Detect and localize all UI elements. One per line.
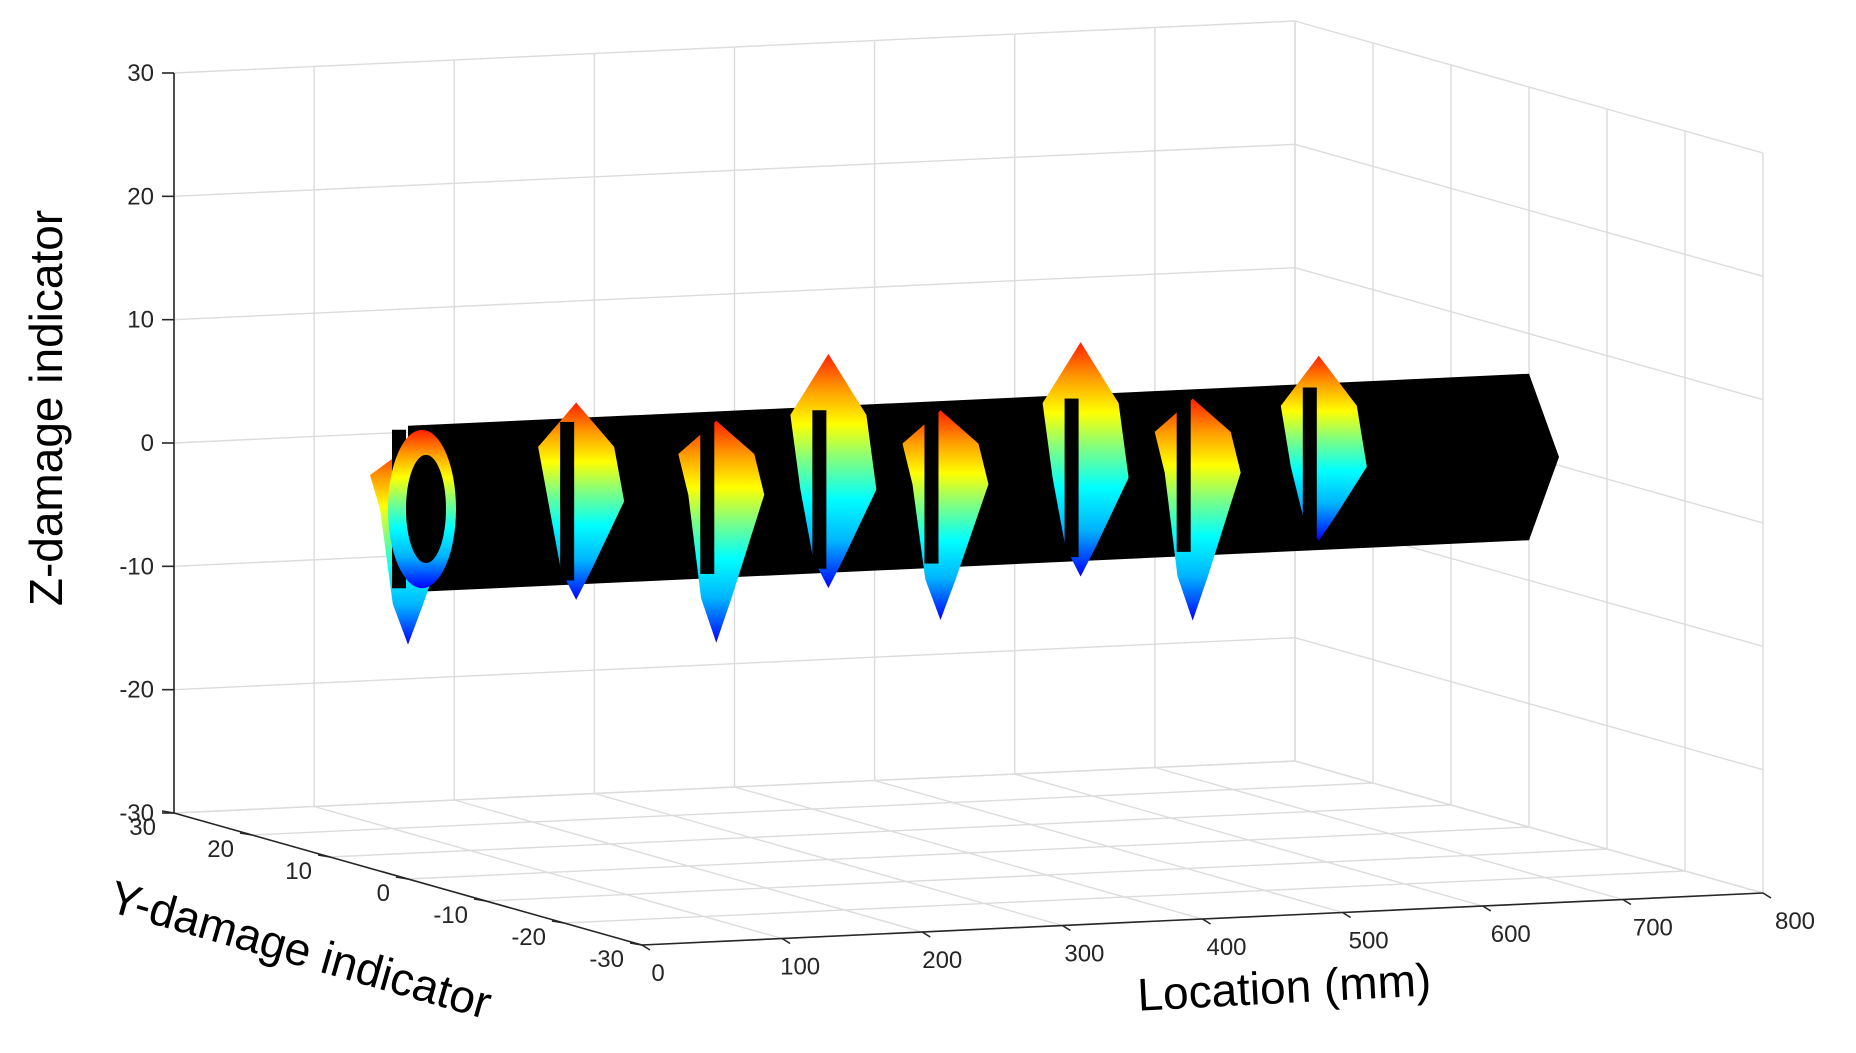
x-tick-label: 800 xyxy=(1775,908,1815,935)
tube-band xyxy=(812,410,827,569)
x-tick xyxy=(1061,924,1071,932)
y-tick-label: -30 xyxy=(589,946,624,973)
x-tick xyxy=(1202,918,1211,925)
x-tick xyxy=(1762,892,1772,899)
damage-marker xyxy=(538,402,625,600)
y-tick xyxy=(473,898,487,902)
y-tick-label: -20 xyxy=(511,924,546,951)
y-tick-label: 20 xyxy=(207,836,234,863)
x-tick-label: 600 xyxy=(1491,921,1531,948)
z-axis-label: Z-damage indicator xyxy=(20,210,72,606)
x-tick xyxy=(921,931,931,938)
y-tick xyxy=(161,810,175,814)
y-tick xyxy=(395,876,409,880)
damage-marker xyxy=(902,405,989,620)
y-tick-label: 30 xyxy=(129,814,156,841)
grid-line xyxy=(563,870,1686,924)
grid-line xyxy=(329,804,1452,858)
grid-line xyxy=(1294,266,1764,401)
z-tick-label: -30 xyxy=(119,800,154,827)
damage-marker-ring xyxy=(678,420,765,643)
damage-marker-ring xyxy=(790,353,877,589)
y-tick xyxy=(239,832,253,836)
x-tick-label: 0 xyxy=(651,960,664,987)
z-tick-label: 10 xyxy=(127,307,154,334)
grid-line xyxy=(173,143,1296,198)
grid-line xyxy=(173,760,1296,814)
y-tick-label: 10 xyxy=(285,858,312,885)
damage-marker-ring xyxy=(902,410,989,620)
y-tick xyxy=(551,920,565,924)
x-tick xyxy=(1482,905,1492,912)
tube-band xyxy=(700,415,715,574)
damage-marker xyxy=(790,353,877,589)
x-tick xyxy=(781,937,791,945)
damage-marker xyxy=(1154,393,1241,621)
axis-labels: Z-damage indicator Y-damage indicator Lo… xyxy=(20,210,1432,1029)
tube-band xyxy=(1064,398,1079,558)
x-tick-label: 700 xyxy=(1633,915,1673,942)
x-tick-label: 400 xyxy=(1206,934,1246,961)
x-tick-label: 500 xyxy=(1349,928,1389,955)
y-tick-label: 0 xyxy=(377,880,390,907)
z-tick-label: 30 xyxy=(127,60,154,87)
tube-band xyxy=(924,405,939,564)
x-tick-label: 100 xyxy=(780,954,820,981)
tube-band xyxy=(1176,393,1191,552)
tube-band xyxy=(1302,387,1317,546)
grid-line xyxy=(1294,20,1764,154)
y-tick-label: -10 xyxy=(433,902,468,929)
damage-marker-ring xyxy=(1154,398,1241,621)
y-tick xyxy=(629,942,643,946)
grid-line xyxy=(173,266,1296,321)
x-tick-label: 300 xyxy=(1064,941,1104,968)
grid-line xyxy=(407,826,1530,880)
grid-line xyxy=(173,636,1296,691)
tube-end-cap-inner xyxy=(406,454,446,564)
damage-marker xyxy=(1280,355,1367,546)
x-tick xyxy=(1342,911,1352,919)
x-axis-label: Location (mm) xyxy=(1136,953,1432,1020)
grid-line xyxy=(1294,636,1764,771)
damage-marker-ring xyxy=(1042,342,1129,577)
y-tick xyxy=(317,854,331,858)
tube-band xyxy=(560,421,575,581)
z-tick-label: -10 xyxy=(119,553,154,580)
damage-marker-ring xyxy=(538,402,625,600)
damage-marker xyxy=(678,415,765,643)
x-tick xyxy=(641,944,651,951)
grid-line xyxy=(251,782,1374,836)
z-tick-label: 20 xyxy=(127,183,154,210)
damage-marker-ring xyxy=(1280,355,1367,541)
grid-line xyxy=(485,848,1608,902)
z-tick-label: -20 xyxy=(119,677,154,704)
x-tick xyxy=(1622,898,1632,906)
grid-line xyxy=(1294,143,1764,278)
x-tick-label: 200 xyxy=(922,947,962,974)
damage-marker xyxy=(1042,342,1129,577)
grid-line xyxy=(173,20,1296,74)
z-tick-label: 0 xyxy=(141,430,154,457)
plot-surface xyxy=(370,342,1559,645)
y-axis-label: Y-damage indicator xyxy=(104,870,498,1029)
